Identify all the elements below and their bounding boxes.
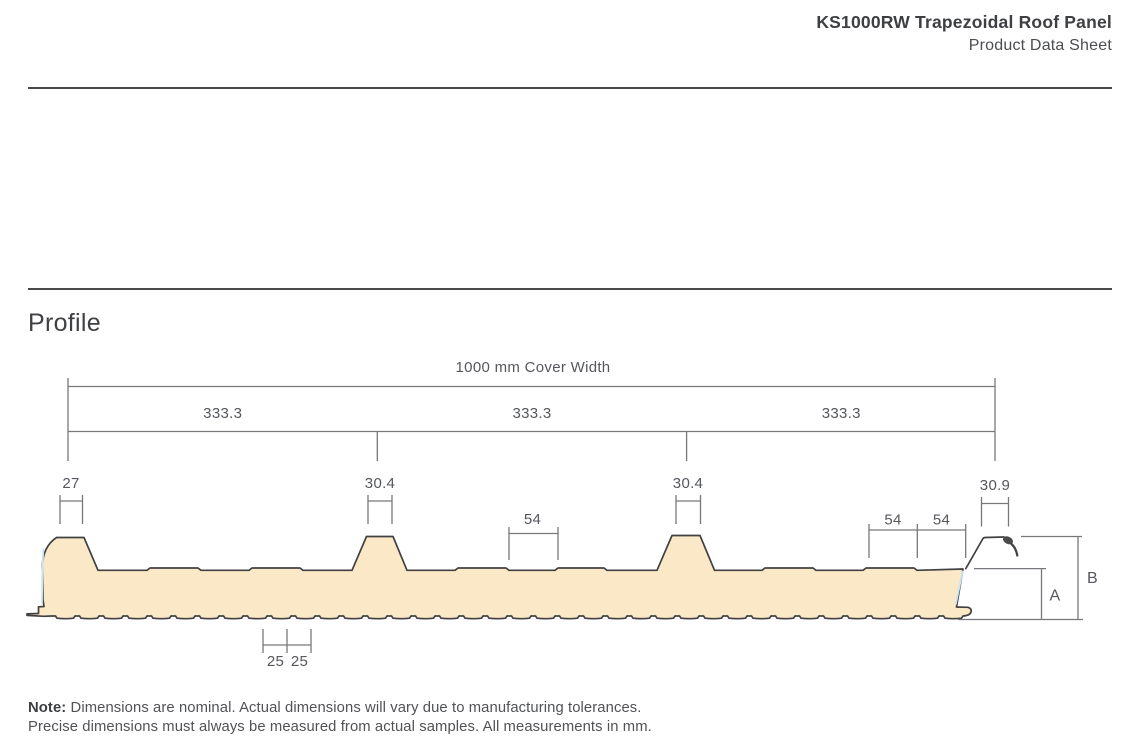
height-dimension-b: B xyxy=(958,535,1098,621)
rib-dim-1-bracket xyxy=(59,495,84,524)
section-title: Profile xyxy=(28,309,101,337)
rib-dim-3-label: 30.4 xyxy=(673,475,703,492)
height-b-lines xyxy=(958,535,1083,621)
bottom-pitch-label-2: 25 xyxy=(291,653,308,670)
module-dim-2: 333.3 xyxy=(512,405,551,422)
sealant-bead xyxy=(1003,536,1013,545)
module-dimension-line xyxy=(68,430,995,461)
header-divider xyxy=(28,87,1112,89)
flat-dimension-mid: 54 xyxy=(508,511,559,560)
document-subtitle: Product Data Sheet xyxy=(968,37,1112,54)
rib-dimension-1: 27 xyxy=(59,475,84,524)
panel-shape xyxy=(26,534,973,620)
cover-width-dimension: 1000 mm Cover Width xyxy=(67,359,996,461)
rib-dim-2-bracket xyxy=(367,495,393,524)
rib-dim-1-label: 27 xyxy=(62,475,79,492)
document-title: KS1000RW Trapezoidal Roof Panel xyxy=(816,12,1112,32)
rib-dim-4-label: 30.9 xyxy=(980,477,1010,494)
left-edge-highlight xyxy=(41,548,45,604)
bottom-pitch-label-1: 25 xyxy=(267,653,284,670)
rib-dimension-2: 30.4 xyxy=(365,475,395,524)
right-edge-highlight xyxy=(955,570,964,605)
module-dim-3: 333.3 xyxy=(822,405,861,422)
bottom-pitch-dimension: 25 25 xyxy=(262,629,312,670)
cover-width-line xyxy=(67,378,996,461)
flat-dimension-right: 54 54 xyxy=(868,512,967,558)
flat-dim-right-label-1: 54 xyxy=(884,512,901,529)
flat-dim-mid-bracket xyxy=(508,527,559,560)
rib-dim-4-bracket xyxy=(980,497,1010,527)
module-dimension: 333.3 333.3 333.3 xyxy=(68,405,995,461)
rib-dimension-4: 30.9 xyxy=(980,477,1010,527)
note-label: Note: xyxy=(28,700,67,716)
note-line-2: Precise dimensions must always be measur… xyxy=(28,718,652,735)
height-b-label: B xyxy=(1087,570,1098,587)
height-a-label: A xyxy=(1050,588,1061,605)
side-lap-tail xyxy=(1010,542,1019,557)
height-a-lines xyxy=(974,567,1046,620)
height-dimension-a: A xyxy=(974,567,1061,620)
side-lap-rib xyxy=(964,536,1019,570)
note-line-1: Dimensions are nominal. Actual dimension… xyxy=(70,700,642,716)
rib-dimension-3: 30.4 xyxy=(673,475,703,524)
rib-dim-2-label: 30.4 xyxy=(365,475,395,492)
bottom-pitch-bracket xyxy=(262,629,312,653)
section-divider xyxy=(28,288,1112,290)
flat-dim-right-label-2: 54 xyxy=(933,512,950,529)
flat-dim-right-bracket xyxy=(868,524,967,558)
flat-dim-mid-label: 54 xyxy=(524,511,541,528)
module-dim-1: 333.3 xyxy=(203,405,242,422)
rib-dim-3-bracket xyxy=(675,495,702,524)
note: Note: Dimensions are nominal. Actual dim… xyxy=(28,699,788,736)
cover-width-label: 1000 mm Cover Width xyxy=(456,359,611,376)
side-lap-rib-outline xyxy=(964,536,1005,570)
